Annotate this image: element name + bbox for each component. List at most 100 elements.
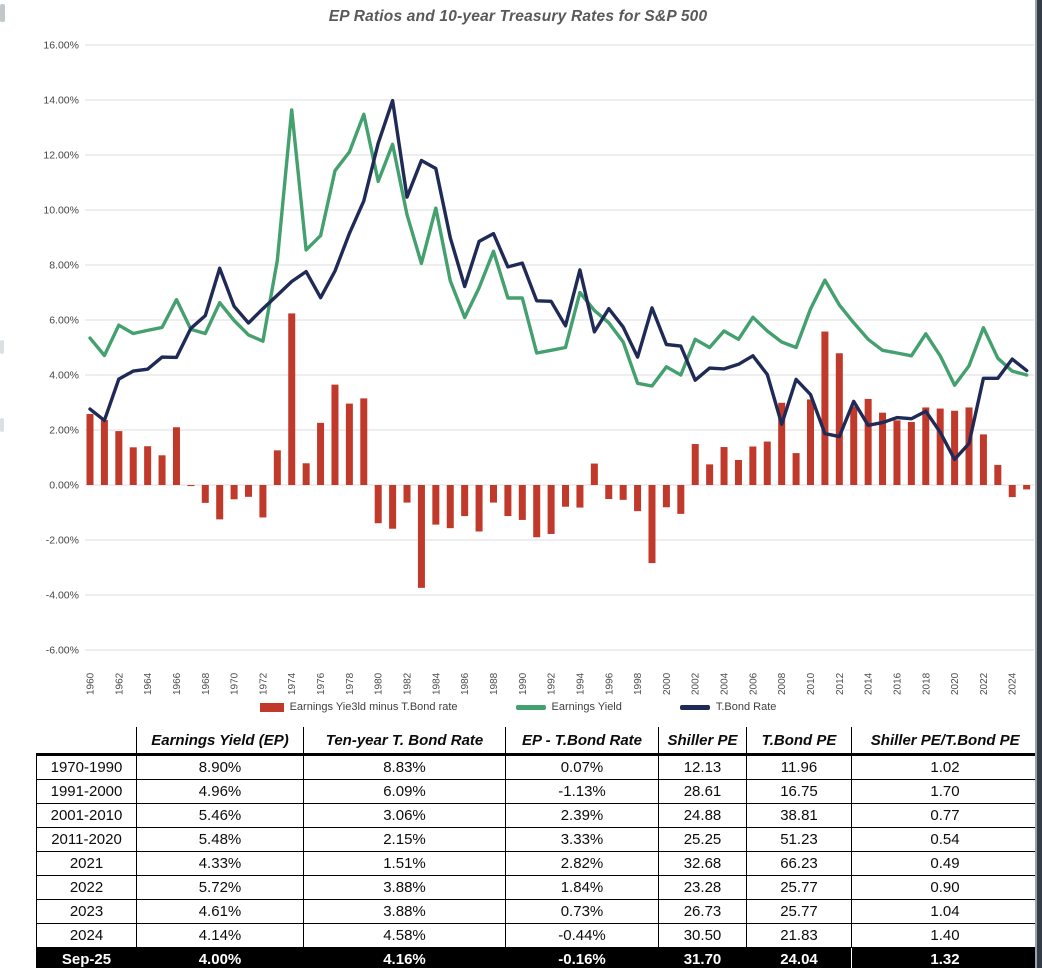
row-period-label: 2023	[36, 899, 137, 924]
spread-bar	[432, 485, 440, 525]
table-cell: 25.77	[746, 875, 852, 900]
table-column-header: T.Bond PE	[746, 727, 852, 756]
spread-bar	[389, 485, 397, 529]
table-cell: 2.39%	[505, 803, 659, 828]
x-tick-label: 1962	[114, 672, 125, 695]
x-tick-label: 2018	[921, 672, 932, 695]
spread-bar	[576, 485, 584, 508]
y-tick-label: -4.00%	[46, 590, 79, 602]
table-cell: 21.83	[746, 923, 852, 948]
table-cell: 0.49	[851, 851, 1039, 876]
spread-bar	[259, 485, 267, 518]
y-tick-label: 8.00%	[49, 260, 79, 272]
spread-bar	[489, 485, 497, 503]
y-tick-label: 12.00%	[43, 150, 79, 162]
table-cell: 38.81	[746, 803, 852, 828]
spread-bar-swatch-icon	[259, 702, 284, 712]
spread-bar	[691, 444, 699, 485]
spread-bar	[115, 431, 123, 485]
row-period-label: 2001-2010	[36, 803, 137, 828]
edge-artifact	[0, 340, 4, 354]
legend-label-spread: Earnings Yie3ld minus T.Bond rate	[289, 701, 458, 713]
row-period-label: 1970-1990	[36, 754, 137, 780]
table-cell: 1.84%	[505, 875, 659, 900]
x-tick-label: 1978	[345, 672, 356, 695]
table-cell: 24.04	[746, 947, 852, 968]
x-tick-label: 2024	[1008, 672, 1019, 695]
x-tick-label: 1984	[431, 672, 442, 695]
spread-bar	[749, 446, 757, 485]
row-period-label: 2022	[36, 875, 137, 900]
spread-bar	[605, 485, 613, 500]
edge-artifact	[0, 4, 5, 22]
y-tick-label: -6.00%	[46, 645, 79, 657]
x-tick-label: 2010	[806, 672, 817, 695]
spread-bar	[288, 313, 296, 485]
legend-label-tbond-rate: T.Bond Rate	[715, 701, 777, 713]
spread-bar	[907, 422, 915, 485]
chart-title: EP Ratios and 10-year Treasury Rates for…	[328, 8, 708, 25]
spread-bar	[922, 407, 930, 485]
spread-bar	[1023, 485, 1031, 490]
spread-bar	[245, 485, 253, 497]
table-cell: 16.75	[746, 779, 852, 804]
table-cell: 4.33%	[136, 851, 304, 876]
spread-bar	[504, 485, 512, 517]
table-row: 2001-2010 5.46% 3.06% 2.39% 24.88 38.81 0.77	[36, 803, 1039, 828]
x-tick-label: 2004	[720, 672, 731, 695]
table-cell: 0.07%	[505, 754, 659, 780]
x-tick-label: 1966	[172, 672, 183, 695]
table-cell: 26.73	[658, 899, 747, 924]
y-tick-label: 6.00%	[49, 315, 79, 327]
spread-bar	[821, 331, 829, 485]
x-tick-label: 2008	[777, 672, 788, 695]
table-cell: 4.16%	[303, 947, 506, 968]
spread-bar	[317, 422, 325, 485]
spread-bar	[230, 485, 238, 500]
y-tick-label: 14.00%	[43, 95, 79, 107]
row-period-label: 2011-2020	[36, 827, 137, 852]
table-cell: 4.61%	[136, 899, 304, 924]
y-tick-label: 16.00%	[43, 40, 79, 52]
table-column-header: EP - T.Bond Rate	[505, 727, 659, 756]
table-row: 1991-2000 4.96% 6.09% -1.13% 28.61 16.75 1.70	[36, 779, 1039, 804]
table-cell: 3.88%	[303, 875, 506, 900]
table-cell: 4.58%	[303, 923, 506, 948]
spread-bar	[590, 463, 598, 485]
spread-bar	[533, 485, 541, 538]
table-cell: 25.77	[746, 899, 852, 924]
x-axis-labels: 1960 1962 1964 1966 1968 1970 1972 1974 1976 1978…	[86, 672, 1019, 695]
x-tick-label: 2006	[748, 672, 759, 695]
edge-artifact	[0, 418, 4, 432]
table-cell: 2.82%	[505, 851, 659, 876]
spread-bar	[158, 455, 166, 485]
table-cell: 30.50	[658, 923, 747, 948]
table-cell: 11.96	[746, 754, 852, 780]
table-cell: 6.09%	[303, 779, 506, 804]
x-tick-label: 1990	[518, 672, 529, 695]
gridlines	[85, 44, 1034, 651]
table-cell: 0.73%	[505, 899, 659, 924]
spread-bar	[807, 399, 814, 485]
y-tick-label: 10.00%	[43, 205, 79, 217]
table-cell: 4.00%	[136, 947, 304, 968]
spread-bar	[129, 447, 137, 485]
spread-bar	[778, 402, 786, 485]
spread-bar	[619, 485, 627, 500]
legend-item-spread: Earnings Yie3ld minus T.Bond rate	[259, 701, 458, 713]
spread-bar	[345, 403, 353, 485]
x-tick-label: 2016	[892, 672, 903, 695]
spread-bar	[461, 485, 469, 517]
x-tick-label: 1974	[287, 672, 298, 695]
legend-label-earnings-yield: Earnings Yield	[551, 701, 622, 713]
spread-bar	[201, 485, 209, 503]
table-cell: 2.15%	[303, 827, 506, 852]
spread-bar	[1008, 485, 1016, 498]
table-cell: -0.44%	[505, 923, 659, 948]
table-cell: 8.83%	[303, 754, 506, 780]
table-cell: 1.02	[851, 754, 1039, 780]
spread-bar	[86, 414, 94, 485]
table-cell: 5.46%	[136, 803, 304, 828]
spread-bar	[403, 485, 411, 503]
spread-bar	[936, 408, 944, 485]
